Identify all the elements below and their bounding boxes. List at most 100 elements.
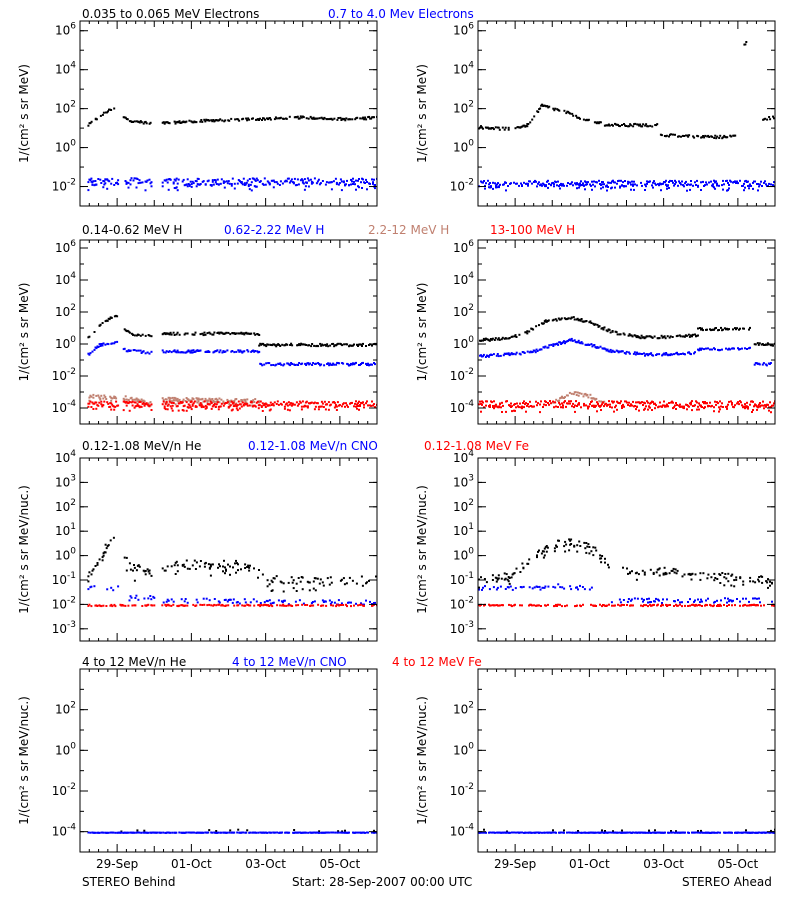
data-point bbox=[679, 603, 681, 606]
data-point bbox=[88, 396, 91, 399]
series-points bbox=[552, 391, 606, 404]
data-point bbox=[341, 831, 344, 834]
data-point bbox=[190, 185, 193, 188]
data-point bbox=[349, 118, 352, 121]
data-point bbox=[660, 189, 662, 192]
data-point bbox=[681, 180, 683, 183]
data-point bbox=[321, 402, 324, 405]
data-point bbox=[194, 331, 197, 334]
data-point bbox=[752, 187, 754, 190]
data-point bbox=[250, 332, 253, 335]
data-point bbox=[492, 181, 494, 184]
data-point bbox=[490, 354, 493, 356]
y-tick-label: 104 bbox=[453, 449, 474, 465]
data-point bbox=[335, 181, 338, 184]
data-point bbox=[150, 185, 153, 188]
data-point bbox=[644, 354, 646, 357]
data-point bbox=[347, 363, 350, 366]
data-point bbox=[176, 182, 179, 185]
data-point bbox=[737, 182, 739, 185]
data-point bbox=[135, 594, 138, 597]
y-tick-label: 10-2 bbox=[52, 367, 76, 383]
data-point bbox=[698, 402, 700, 405]
data-point bbox=[593, 344, 596, 346]
data-point bbox=[717, 402, 719, 405]
data-point bbox=[297, 604, 300, 607]
data-point bbox=[773, 604, 775, 607]
data-point bbox=[320, 405, 323, 408]
data-point bbox=[234, 118, 237, 121]
data-point bbox=[507, 128, 510, 131]
data-point bbox=[232, 566, 234, 569]
data-point bbox=[344, 119, 347, 122]
data-point bbox=[88, 353, 91, 356]
data-point bbox=[481, 403, 483, 406]
data-point bbox=[315, 182, 318, 185]
data-point bbox=[715, 327, 717, 329]
data-point bbox=[736, 598, 738, 600]
data-point bbox=[619, 185, 621, 188]
data-point bbox=[751, 411, 753, 413]
data-point bbox=[246, 349, 249, 352]
data-point bbox=[356, 403, 358, 406]
data-point bbox=[728, 400, 730, 403]
data-point bbox=[726, 407, 728, 410]
data-point bbox=[546, 546, 549, 549]
data-point bbox=[199, 603, 202, 606]
data-point bbox=[139, 400, 142, 403]
data-point bbox=[346, 605, 348, 608]
data-point bbox=[174, 122, 177, 125]
data-point bbox=[192, 398, 195, 400]
data-point bbox=[164, 402, 167, 405]
data-point bbox=[678, 135, 680, 138]
data-point bbox=[749, 346, 751, 349]
y-tick-base: 10 bbox=[453, 63, 468, 77]
data-point bbox=[646, 335, 649, 338]
data-point bbox=[665, 179, 667, 182]
data-point bbox=[321, 599, 324, 602]
data-point bbox=[304, 362, 307, 365]
data-point bbox=[641, 184, 643, 187]
data-point bbox=[585, 320, 588, 322]
data-point bbox=[679, 335, 682, 338]
data-point bbox=[232, 598, 235, 601]
data-point bbox=[205, 405, 208, 408]
data-point bbox=[213, 598, 216, 600]
data-point bbox=[576, 187, 578, 190]
data-point bbox=[129, 183, 132, 186]
data-point bbox=[688, 351, 690, 354]
data-point bbox=[613, 410, 615, 413]
data-point bbox=[233, 403, 236, 406]
data-point bbox=[94, 565, 97, 567]
data-point bbox=[515, 406, 517, 409]
data-point bbox=[296, 178, 299, 181]
data-point bbox=[240, 400, 243, 403]
data-point bbox=[533, 349, 536, 352]
legend-row-0: 0.035 to 0.065 MeV Electrons 0.7 to 4.0 M… bbox=[82, 7, 474, 21]
data-point bbox=[320, 400, 323, 403]
data-point bbox=[701, 600, 703, 603]
data-point bbox=[566, 184, 568, 187]
data-point bbox=[285, 402, 288, 405]
data-point bbox=[304, 185, 307, 188]
data-point bbox=[235, 405, 238, 408]
data-point bbox=[307, 362, 310, 365]
data-point bbox=[565, 405, 567, 408]
data-point bbox=[689, 598, 691, 601]
data-point bbox=[770, 405, 772, 408]
data-point bbox=[556, 545, 558, 548]
data-point bbox=[176, 397, 179, 400]
data-point bbox=[718, 329, 720, 331]
data-point bbox=[128, 562, 131, 565]
data-point bbox=[674, 600, 676, 603]
data-point bbox=[697, 405, 699, 408]
data-point bbox=[307, 831, 310, 834]
data-point bbox=[597, 403, 599, 406]
data-point bbox=[215, 400, 218, 403]
data-point bbox=[302, 602, 305, 605]
data-point bbox=[271, 605, 274, 608]
y-tick-label: 102 bbox=[55, 303, 76, 319]
data-point bbox=[254, 398, 257, 401]
data-point bbox=[626, 401, 628, 404]
